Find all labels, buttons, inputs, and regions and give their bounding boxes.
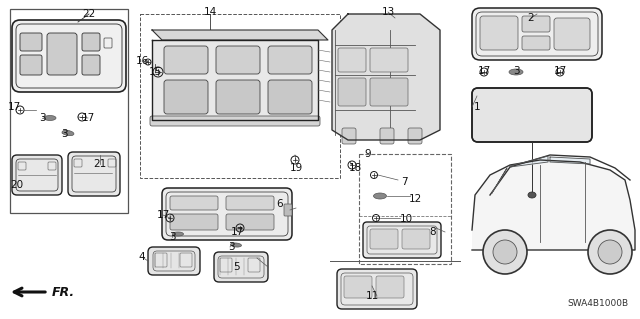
Text: 17: 17: [554, 66, 566, 76]
FancyBboxPatch shape: [408, 128, 422, 144]
Ellipse shape: [528, 192, 536, 198]
Text: 8: 8: [429, 227, 436, 237]
FancyBboxPatch shape: [376, 276, 404, 298]
FancyBboxPatch shape: [268, 46, 312, 74]
Ellipse shape: [62, 130, 74, 136]
Ellipse shape: [44, 115, 56, 121]
FancyBboxPatch shape: [12, 20, 126, 92]
Text: 19: 19: [289, 163, 303, 173]
FancyBboxPatch shape: [68, 152, 120, 196]
FancyBboxPatch shape: [214, 252, 268, 282]
Text: 1: 1: [474, 102, 480, 112]
FancyBboxPatch shape: [522, 36, 550, 50]
Text: 5: 5: [233, 262, 239, 272]
Text: 3: 3: [61, 129, 67, 139]
FancyBboxPatch shape: [82, 55, 100, 75]
Text: 13: 13: [381, 7, 395, 17]
FancyBboxPatch shape: [170, 196, 218, 210]
Circle shape: [588, 230, 632, 274]
FancyBboxPatch shape: [472, 88, 592, 142]
Bar: [10, 9, 128, 213]
FancyBboxPatch shape: [20, 55, 42, 75]
Text: 3: 3: [513, 66, 519, 76]
Text: 17: 17: [8, 102, 20, 112]
FancyBboxPatch shape: [164, 46, 208, 74]
Bar: [140, 14, 340, 178]
Text: 12: 12: [408, 194, 422, 204]
FancyBboxPatch shape: [162, 188, 292, 240]
FancyBboxPatch shape: [370, 229, 398, 249]
Text: 9: 9: [365, 149, 371, 159]
FancyBboxPatch shape: [363, 222, 441, 258]
Polygon shape: [510, 156, 548, 167]
FancyBboxPatch shape: [338, 78, 366, 106]
FancyBboxPatch shape: [47, 33, 77, 75]
FancyBboxPatch shape: [12, 155, 62, 195]
Ellipse shape: [173, 232, 184, 236]
FancyBboxPatch shape: [268, 80, 312, 114]
Text: 21: 21: [93, 159, 107, 169]
FancyBboxPatch shape: [380, 128, 394, 144]
FancyBboxPatch shape: [164, 80, 208, 114]
FancyBboxPatch shape: [82, 33, 100, 51]
FancyBboxPatch shape: [216, 46, 260, 74]
Text: 7: 7: [401, 177, 407, 187]
Circle shape: [483, 230, 527, 274]
Text: 17: 17: [477, 66, 491, 76]
FancyBboxPatch shape: [338, 48, 366, 72]
Text: 3: 3: [38, 113, 45, 123]
Polygon shape: [152, 40, 318, 120]
Text: 3: 3: [228, 242, 234, 252]
Ellipse shape: [230, 243, 241, 247]
FancyBboxPatch shape: [226, 196, 274, 210]
Text: 15: 15: [148, 67, 162, 77]
FancyBboxPatch shape: [216, 80, 260, 114]
FancyBboxPatch shape: [284, 204, 292, 216]
Text: 16: 16: [136, 56, 148, 66]
FancyBboxPatch shape: [342, 128, 356, 144]
Ellipse shape: [374, 193, 387, 199]
Text: 18: 18: [348, 163, 362, 173]
Polygon shape: [472, 160, 635, 250]
Text: 20: 20: [10, 180, 24, 190]
Bar: [359, 154, 451, 264]
FancyBboxPatch shape: [554, 18, 590, 50]
Polygon shape: [332, 14, 440, 140]
FancyBboxPatch shape: [480, 16, 518, 50]
Text: 3: 3: [169, 232, 175, 242]
Circle shape: [493, 240, 517, 264]
Text: 17: 17: [81, 113, 95, 123]
Text: 17: 17: [156, 210, 170, 220]
Polygon shape: [152, 30, 328, 40]
Polygon shape: [550, 157, 590, 164]
FancyBboxPatch shape: [226, 214, 274, 230]
Text: 14: 14: [204, 7, 216, 17]
Text: 2: 2: [528, 13, 534, 23]
FancyBboxPatch shape: [522, 16, 550, 32]
Polygon shape: [492, 168, 507, 193]
Text: 10: 10: [399, 214, 413, 224]
FancyBboxPatch shape: [170, 214, 218, 230]
FancyBboxPatch shape: [472, 8, 602, 60]
Text: FR.: FR.: [52, 286, 75, 299]
FancyBboxPatch shape: [344, 276, 372, 298]
FancyBboxPatch shape: [148, 247, 200, 275]
Ellipse shape: [509, 69, 523, 75]
Text: 6: 6: [276, 199, 284, 209]
Text: 17: 17: [230, 227, 244, 237]
Circle shape: [598, 240, 622, 264]
Text: 22: 22: [83, 9, 95, 19]
Text: 11: 11: [365, 291, 379, 301]
FancyBboxPatch shape: [20, 33, 42, 51]
FancyBboxPatch shape: [370, 48, 408, 72]
FancyBboxPatch shape: [402, 229, 430, 249]
FancyBboxPatch shape: [337, 269, 417, 309]
FancyBboxPatch shape: [370, 78, 408, 106]
Text: SWA4B1000B: SWA4B1000B: [567, 299, 628, 308]
Text: 4: 4: [139, 252, 145, 262]
FancyBboxPatch shape: [150, 116, 320, 126]
